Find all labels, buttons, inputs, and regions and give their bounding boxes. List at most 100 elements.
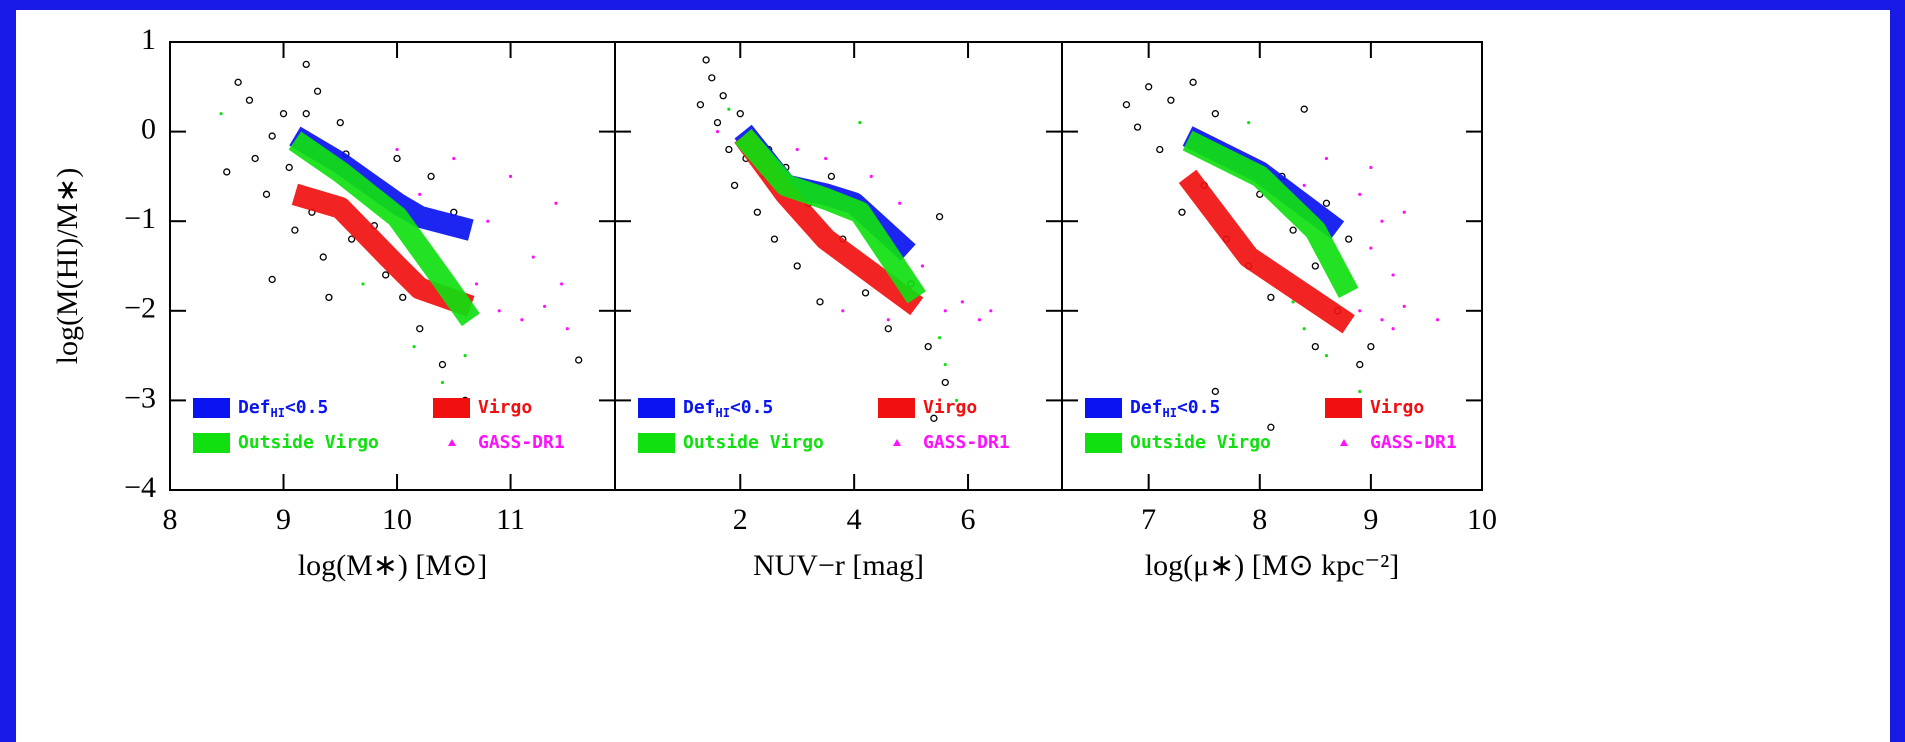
legend-swatch	[1085, 433, 1122, 453]
galaxy-point	[440, 380, 445, 385]
galaxy-point	[347, 235, 356, 243]
galaxy-point	[268, 132, 276, 140]
legend-swatch	[638, 398, 675, 418]
galaxy-point	[941, 378, 949, 387]
plot-frame	[1061, 41, 1483, 491]
x-tick-label: 11	[496, 503, 525, 536]
galaxy-point	[1358, 389, 1362, 394]
legend-text: Virgo	[1370, 397, 1424, 418]
galaxy-point	[861, 289, 870, 297]
legend-label: Outside Virgo	[238, 432, 379, 453]
galaxy-point	[1178, 208, 1186, 216]
legend-text: Def	[238, 397, 271, 418]
legend-text: Outside Virgo	[238, 432, 379, 453]
galaxy-point	[1302, 183, 1306, 187]
galaxy-point	[824, 156, 828, 161]
galaxy-point	[560, 282, 564, 286]
galaxy-point	[1211, 110, 1219, 118]
legend-text: HI	[271, 406, 285, 420]
galaxy-point	[1311, 342, 1319, 351]
legend-text: Def	[1130, 397, 1163, 418]
legend-label: GASS-DR1	[1370, 432, 1457, 453]
legend-text: <0.5	[285, 397, 328, 418]
galaxy-point	[1267, 293, 1275, 302]
x-tick-label: 7	[1141, 503, 1156, 536]
galaxy-point	[841, 309, 845, 313]
legend-swatch	[878, 398, 915, 418]
galaxy-point	[702, 56, 710, 64]
galaxy-point	[285, 163, 293, 172]
galaxy-point	[715, 130, 720, 134]
galaxy-point	[795, 147, 799, 152]
galaxy-point	[497, 309, 501, 313]
legend-text: <0.5	[1177, 397, 1220, 418]
galaxy-point	[325, 293, 333, 302]
band	[734, 128, 926, 304]
galaxy-point	[302, 110, 310, 118]
galaxy-point	[245, 96, 254, 104]
legend-text: Virgo	[923, 397, 977, 418]
galaxy-point	[770, 235, 779, 243]
y-axis-label: log(M(HI)/M∗)	[51, 168, 84, 365]
galaxy-point	[531, 255, 535, 259]
legend-text: <0.5	[730, 397, 773, 418]
galaxy-point	[930, 414, 938, 422]
band	[291, 183, 475, 317]
y-tick-label: −4	[124, 471, 156, 504]
y-tick-label: −3	[124, 381, 156, 414]
galaxy-point	[251, 154, 259, 163]
galaxy-point	[427, 172, 435, 181]
galaxy-point	[1189, 78, 1197, 86]
galaxy-point	[989, 309, 993, 313]
galaxy-point	[412, 345, 416, 349]
galaxy-point	[898, 201, 902, 205]
galaxy-point	[395, 147, 399, 152]
legend-text: GASS-DR1	[478, 432, 565, 453]
legend-marker	[448, 439, 456, 446]
galaxy-point	[520, 318, 524, 322]
legend-label: DefHI<0.5	[238, 397, 328, 420]
galaxy-point	[727, 107, 731, 111]
galaxy-point	[753, 208, 762, 216]
galaxy-point	[1291, 300, 1295, 304]
galaxy-point	[713, 118, 722, 127]
galaxy-point	[937, 336, 942, 340]
galaxy-point	[1302, 327, 1306, 331]
galaxy-point	[884, 325, 892, 333]
galaxy-point	[223, 168, 231, 176]
galaxy-point	[719, 92, 727, 100]
x-axis-label: log(M∗) [M⊙]	[298, 549, 487, 582]
galaxy-point	[1391, 327, 1395, 331]
legend-label: Outside Virgo	[683, 432, 824, 453]
legend-swatch	[1325, 398, 1362, 418]
galaxy-point	[1369, 246, 1373, 250]
galaxy-point	[858, 121, 862, 125]
galaxy-point	[1300, 105, 1308, 113]
legend-label: DefHI<0.5	[1130, 397, 1220, 420]
x-tick-label: 9	[1363, 503, 1378, 536]
galaxy-point	[1391, 273, 1395, 277]
galaxy-point	[1324, 354, 1329, 358]
galaxy-point	[1369, 165, 1373, 170]
galaxy-point	[1367, 342, 1375, 351]
galaxy-point	[1358, 309, 1362, 313]
galaxy-point	[793, 262, 801, 270]
galaxy-point	[886, 318, 890, 322]
legend-swatch	[638, 433, 675, 453]
galaxy-point	[955, 398, 959, 402]
galaxy-point	[1380, 219, 1384, 223]
galaxy-point	[452, 156, 456, 161]
legend-swatch	[193, 398, 230, 418]
galaxy-point	[1402, 210, 1406, 214]
galaxy-point	[943, 309, 947, 313]
galaxy-point	[474, 282, 479, 286]
x-tick-label: 4	[847, 503, 862, 536]
galaxy-point	[1247, 121, 1251, 125]
x-tick-label: 8	[1252, 503, 1267, 536]
y-tick-label: 1	[141, 23, 156, 56]
galaxy-point	[399, 293, 407, 302]
galaxy-point	[730, 181, 739, 190]
legend-text: HI	[716, 406, 730, 420]
